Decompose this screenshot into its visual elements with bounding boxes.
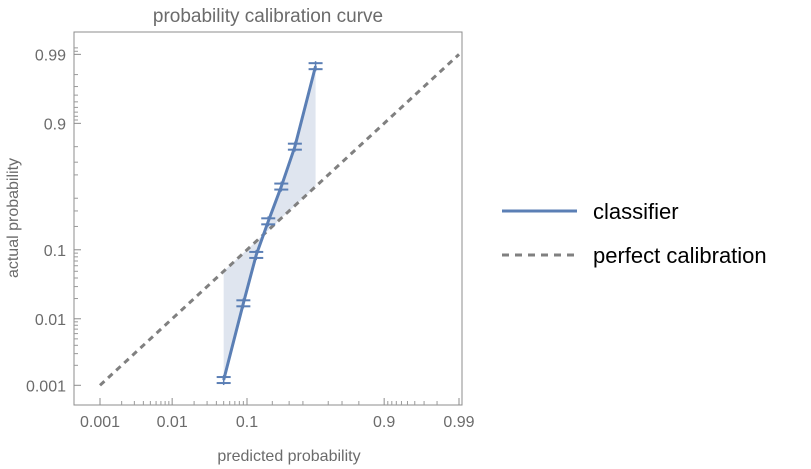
x-tick-label: 0.001 xyxy=(80,414,120,431)
x-tick-label: 0.01 xyxy=(157,414,188,431)
x-tick-label: 0.1 xyxy=(236,414,258,431)
classifier-point xyxy=(216,375,231,386)
y-axis-label: actual probability xyxy=(5,158,22,278)
series-layer xyxy=(98,53,461,387)
classifier-point xyxy=(274,181,289,192)
perfect-calibration-line xyxy=(98,53,461,387)
y-tick-label: 0.9 xyxy=(44,116,66,133)
y-tick-label: 0.01 xyxy=(35,312,66,329)
axis-ticks: 0.001 0.01 0.1 0.9 0.99 0.001 0.01 0.1 0.9 0.99 xyxy=(26,47,475,431)
chart-title: probability calibration curve xyxy=(153,6,383,27)
x-axis-label: predicted probability xyxy=(217,448,360,465)
classifier-point xyxy=(287,141,302,152)
plot-frame xyxy=(73,31,463,406)
x-tick-label: 0.99 xyxy=(443,414,474,431)
legend-label-classifier: classifier xyxy=(593,199,679,224)
classifier-point xyxy=(249,249,264,260)
calibration-gap-area xyxy=(223,66,316,381)
classifier-point xyxy=(261,216,276,227)
legend: classifier perfect calibration xyxy=(502,199,767,268)
classifier-point xyxy=(236,298,251,309)
y-tick-label: 0.1 xyxy=(44,243,66,260)
x-tick-label: 0.9 xyxy=(373,414,395,431)
legend-label-perfect-calibration: perfect calibration xyxy=(593,243,767,268)
y-tick-label: 0.001 xyxy=(26,378,66,395)
calibration-gap-fill xyxy=(223,66,316,381)
y-tick-label: 0.99 xyxy=(35,47,66,64)
classifier-point xyxy=(308,61,323,72)
